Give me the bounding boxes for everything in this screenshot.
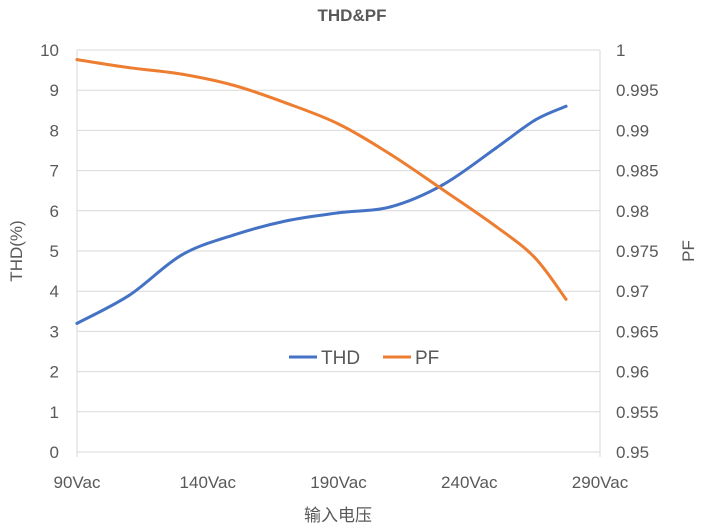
- legend-label-pf: PF: [415, 348, 439, 369]
- x-tick-label: 90Vac: [54, 473, 101, 492]
- data-point-pf: [441, 188, 445, 192]
- y-left-tick-label: 0: [50, 443, 59, 462]
- x-tick-label: 190Vac: [310, 473, 367, 492]
- data-point-thd: [232, 233, 236, 237]
- data-point-thd: [564, 104, 568, 108]
- data-point-pf: [337, 122, 340, 126]
- data-point-thd: [284, 219, 288, 223]
- data-point-pf: [493, 224, 497, 228]
- y-right-tick-label: 0.98: [616, 202, 649, 221]
- data-point-pf: [284, 101, 288, 105]
- y-left-tick-label: 8: [50, 121, 59, 140]
- legend-label-thd: THD: [321, 348, 360, 369]
- y-right-tick-label: 0.96: [616, 363, 649, 382]
- y-right-tick-label: 0.985: [616, 162, 659, 181]
- x-tick-label: 240Vac: [441, 473, 498, 492]
- data-point-pf: [127, 66, 131, 70]
- y-left-tick-label: 4: [50, 282, 59, 301]
- data-point-pf: [232, 83, 236, 87]
- y-left-tick-label: 10: [40, 41, 59, 60]
- data-point-pf: [389, 153, 393, 157]
- y-left-tick-label: 2: [50, 363, 59, 382]
- x-axis-label: 输入电压: [304, 506, 372, 525]
- data-point-pf: [180, 72, 184, 76]
- y-right-tick-label: 0.955: [616, 403, 659, 422]
- y-left-tick-label: 5: [50, 242, 59, 261]
- legend: THD PF: [289, 348, 439, 369]
- data-point-pf: [564, 297, 568, 301]
- y-right-tick-label: 0.95: [616, 443, 649, 462]
- gridlines: [77, 49, 600, 453]
- y-right-tick-label: 1: [616, 41, 625, 60]
- data-point-thd: [389, 205, 393, 209]
- y-left-tick-label: 1: [50, 403, 59, 422]
- y-right-tick-label: 0.99: [616, 121, 649, 140]
- data-point-thd: [127, 293, 131, 297]
- tick-labels: 0 1 2 3 4 5 6 7 8 9 10 0.95 0.955 0.96 0.965 0.97 0.975 0…: [40, 41, 658, 492]
- data-point-thd: [180, 253, 184, 257]
- y-right-tick-label: 0.995: [616, 81, 659, 100]
- y-axis-right-label: PF: [679, 240, 698, 262]
- x-tick-label: 140Vac: [180, 473, 237, 492]
- y-left-tick-label: 9: [50, 81, 59, 100]
- data-point-thd: [75, 321, 79, 325]
- y-right-tick-label: 0.97: [616, 282, 649, 301]
- data-point-thd: [493, 146, 497, 150]
- y-right-tick-label: 0.975: [616, 242, 659, 261]
- y-axis-left-label: THD(%): [7, 220, 26, 281]
- data-point-thd: [533, 118, 537, 122]
- data-point-thd: [337, 211, 340, 215]
- series-lines: [75, 58, 568, 325]
- chart-title: THD&PF: [318, 6, 387, 25]
- data-point-pf: [533, 255, 537, 259]
- x-tick-label: 290Vac: [572, 473, 629, 492]
- y-left-tick-label: 6: [50, 202, 59, 221]
- y-left-tick-label: 7: [50, 162, 59, 181]
- series-line-pf: [75, 58, 568, 301]
- y-right-tick-label: 0.965: [616, 322, 659, 341]
- axes: [76, 50, 601, 457]
- y-left-tick-label: 3: [50, 322, 59, 341]
- data-point-thd: [441, 183, 445, 187]
- data-point-pf: [75, 58, 79, 62]
